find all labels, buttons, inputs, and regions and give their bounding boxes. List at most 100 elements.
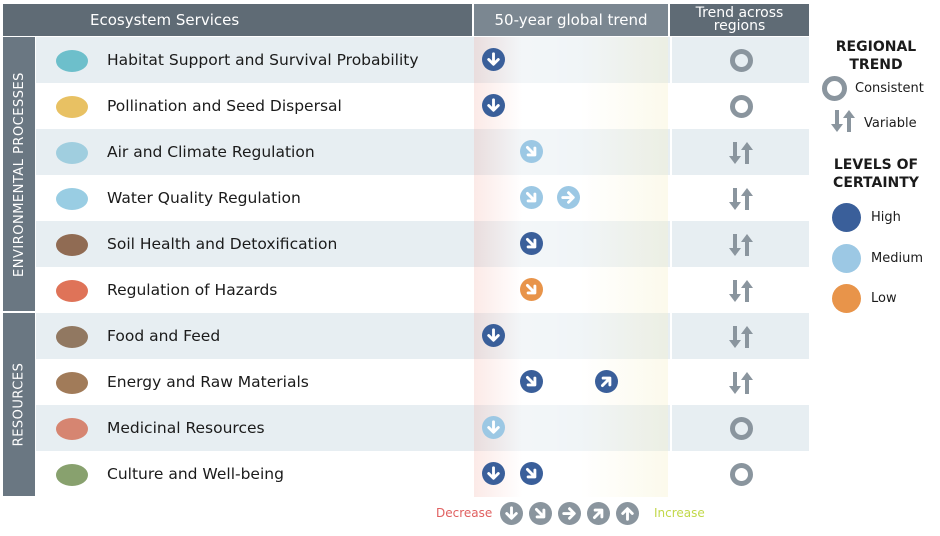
group-label: ENVIRONMENTAL PROCESSES bbox=[11, 71, 27, 277]
bee-icon bbox=[50, 89, 94, 123]
variable-arrows-icon bbox=[728, 186, 754, 216]
service-row: Culture and Well-being bbox=[36, 451, 809, 497]
consistent-ring-icon bbox=[730, 463, 753, 486]
global-trend-cell bbox=[474, 83, 668, 129]
header-label: Ecosystem Services bbox=[90, 11, 240, 29]
arrow-down-icon bbox=[482, 324, 505, 347]
header-regional-trend: Trend across regions bbox=[670, 4, 809, 36]
variable-arrows-icon bbox=[830, 108, 856, 138]
service-label: Soil Health and Detoxification bbox=[107, 235, 338, 253]
service-label: Culture and Well-being bbox=[107, 465, 284, 483]
medium-dot-icon bbox=[832, 244, 861, 273]
arrow-down-right-icon bbox=[529, 502, 552, 525]
arrow-down-right-icon bbox=[519, 232, 543, 255]
legend-label: Low bbox=[871, 291, 897, 306]
header-ecosystem-services: Ecosystem Services bbox=[3, 4, 472, 36]
service-label: Pollination and Seed Dispersal bbox=[107, 97, 342, 115]
service-row: Soil Health and Detoxification bbox=[36, 221, 809, 267]
service-label: Energy and Raw Materials bbox=[107, 373, 309, 391]
service-row: Air and Climate Regulation bbox=[36, 129, 809, 175]
ring-icon bbox=[822, 76, 847, 101]
global-trend-cell bbox=[474, 405, 668, 451]
legend-low: Low bbox=[832, 284, 897, 313]
legend-consistent: Consistent bbox=[822, 76, 924, 101]
arrow-down-icon bbox=[482, 94, 505, 117]
regional-trend-cell bbox=[670, 451, 809, 497]
legend-regional-title: REGIONAL TREND bbox=[835, 39, 917, 73]
logs-icon bbox=[50, 365, 94, 399]
water-icon bbox=[50, 181, 94, 215]
consistent-ring-icon bbox=[730, 417, 753, 440]
service-row: Medicinal Resources bbox=[36, 405, 809, 451]
global-trend-cell bbox=[474, 37, 668, 83]
legend-medium: Medium bbox=[832, 244, 923, 273]
regional-trend-cell bbox=[670, 221, 809, 267]
arrow-down-icon bbox=[482, 462, 505, 485]
variable-arrows-icon bbox=[728, 140, 754, 170]
wind-icon bbox=[50, 135, 94, 169]
global-trend-cell bbox=[474, 313, 668, 359]
legend-label: High bbox=[871, 210, 901, 225]
service-label: Medicinal Resources bbox=[107, 419, 265, 437]
variable-arrows-icon bbox=[728, 232, 754, 262]
global-trend-cell bbox=[474, 129, 668, 175]
scale-increase-label: Increase bbox=[654, 506, 705, 520]
legend-label: Variable bbox=[864, 115, 917, 131]
service-row: Water Quality Regulation bbox=[36, 175, 809, 221]
service-row: Regulation of Hazards bbox=[36, 267, 809, 313]
consistent-ring-icon bbox=[730, 49, 753, 72]
regional-trend-cell bbox=[670, 37, 809, 83]
group-environmental-processes: ENVIRONMENTAL PROCESSES bbox=[3, 37, 35, 311]
regional-trend-cell bbox=[670, 83, 809, 129]
global-trend-cell bbox=[474, 451, 668, 497]
global-trend-cell bbox=[474, 175, 668, 221]
arrow-right-icon bbox=[557, 186, 580, 209]
scale-decrease-label: Decrease bbox=[436, 506, 493, 520]
global-trend-cell bbox=[474, 221, 668, 267]
arrow-down-right-icon bbox=[519, 278, 543, 301]
legend-certainty-title: LEVELS OF CERTAINTY bbox=[833, 157, 919, 191]
header-label: 50-year global trend bbox=[494, 11, 648, 29]
arrow-down-right-icon bbox=[519, 462, 543, 485]
arrow-up-icon bbox=[616, 502, 639, 525]
consistent-ring-icon bbox=[730, 95, 753, 118]
arrow-down-icon bbox=[482, 416, 505, 439]
legend-high: High bbox=[832, 203, 901, 232]
arrow-down-right-icon bbox=[519, 186, 543, 209]
variable-arrows-icon bbox=[728, 370, 754, 400]
arrow-down-icon bbox=[482, 48, 505, 71]
service-label: Food and Feed bbox=[107, 327, 221, 345]
service-row: Habitat Support and Survival Probability bbox=[36, 37, 809, 83]
variable-arrows-icon bbox=[728, 278, 754, 308]
low-dot-icon bbox=[832, 284, 861, 313]
cow-icon bbox=[50, 319, 94, 353]
soil-icon bbox=[50, 227, 94, 261]
gardener-icon bbox=[50, 457, 94, 491]
legend-variable: Variable bbox=[830, 108, 917, 138]
medicine-icon bbox=[50, 411, 94, 445]
service-label: Water Quality Regulation bbox=[107, 189, 301, 207]
regional-trend-cell bbox=[670, 359, 809, 405]
arrow-up-right-icon bbox=[594, 370, 618, 393]
regional-trend-cell bbox=[670, 175, 809, 221]
group-resources: RESOURCES bbox=[3, 313, 35, 496]
global-trend-cell bbox=[474, 267, 668, 313]
arrow-up-right-icon bbox=[587, 502, 610, 525]
header-global-trend: 50-year global trend bbox=[474, 4, 668, 36]
regional-trend-cell bbox=[670, 313, 809, 359]
regional-trend-cell bbox=[670, 405, 809, 451]
service-row: Food and Feed bbox=[36, 313, 809, 359]
arrow-down-icon bbox=[500, 502, 523, 525]
variable-arrows-icon bbox=[728, 324, 754, 354]
regional-trend-cell bbox=[670, 267, 809, 313]
group-label: RESOURCES bbox=[11, 362, 27, 447]
service-label: Habitat Support and Survival Probability bbox=[107, 51, 419, 69]
global-trend-cell bbox=[474, 359, 668, 405]
arrow-down-right-icon bbox=[519, 140, 543, 163]
bird-icon bbox=[50, 43, 94, 77]
header-label: Trend across regions bbox=[695, 5, 784, 34]
fire-icon bbox=[50, 273, 94, 307]
legend-label: Consistent bbox=[855, 81, 924, 96]
service-label: Regulation of Hazards bbox=[107, 281, 278, 299]
arrow-down-right-icon bbox=[519, 370, 543, 393]
